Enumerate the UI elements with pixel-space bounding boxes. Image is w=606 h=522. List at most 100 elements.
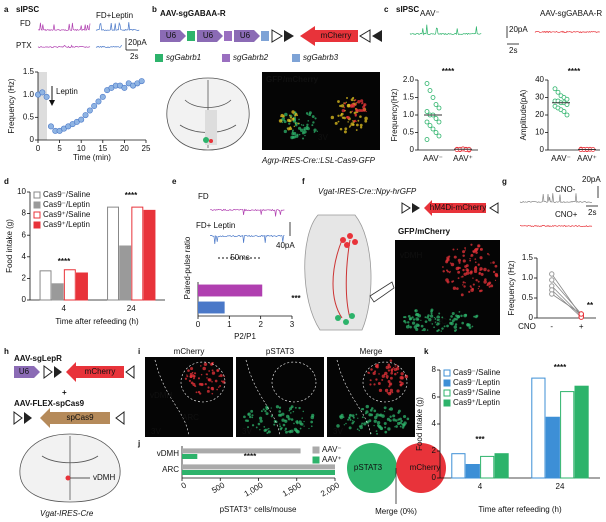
speckle xyxy=(434,318,437,320)
y-tick-label: 0 xyxy=(529,313,534,322)
speckle xyxy=(477,287,479,290)
legend-label: AAV⁻ xyxy=(322,445,342,454)
speckle xyxy=(422,328,426,332)
x-tick-label: AAV⁺ xyxy=(577,154,597,163)
speckle xyxy=(457,258,462,263)
speckle xyxy=(356,428,359,431)
speckle xyxy=(200,373,203,376)
speckle xyxy=(355,413,358,416)
speckle xyxy=(357,100,361,104)
construct-name: AAV-sgGABAA-R xyxy=(160,9,226,18)
speckle xyxy=(411,321,416,325)
point xyxy=(433,130,439,135)
speckle xyxy=(303,126,307,131)
brain-schematic-b xyxy=(166,77,250,151)
panel-letter: d xyxy=(4,177,9,186)
speckle xyxy=(473,267,478,271)
label: FD xyxy=(20,19,31,28)
speckle xyxy=(191,372,194,374)
speckle xyxy=(343,424,346,426)
speckle xyxy=(480,268,482,271)
point xyxy=(433,102,439,107)
label: 2s xyxy=(130,52,138,61)
speckle xyxy=(251,416,254,419)
label: Agrp-IRES-Cre::LSL-Cas9-GFP xyxy=(261,156,376,165)
x-tick-label: 24 xyxy=(127,304,136,313)
speckle xyxy=(388,408,391,411)
y-tick-label: 0.5 xyxy=(522,293,534,302)
speckle xyxy=(313,128,317,132)
legend-label: Cas9⁺/Saline xyxy=(453,388,501,397)
label: FD+Leptin xyxy=(96,11,133,20)
speckle xyxy=(188,379,191,382)
speckle xyxy=(298,118,300,121)
y-tick-label: 1.0 xyxy=(23,90,35,99)
speckle xyxy=(487,269,490,272)
label: PTX xyxy=(16,41,32,50)
y-tick-label: 0.5 xyxy=(403,128,415,137)
speckle xyxy=(310,420,314,424)
speckle xyxy=(354,98,357,102)
speckle xyxy=(264,410,267,413)
speckle xyxy=(283,120,287,124)
speckle xyxy=(468,326,472,329)
speckle xyxy=(339,104,342,108)
speckle xyxy=(426,329,429,331)
speckle xyxy=(457,267,459,269)
y-tick-label: 40 xyxy=(535,75,544,84)
speckle xyxy=(359,115,362,118)
speckle xyxy=(303,420,305,423)
significance: ** xyxy=(587,301,594,310)
speckle xyxy=(302,137,305,140)
x-tick-label: 3 xyxy=(290,320,295,329)
speckle xyxy=(300,124,303,126)
trace xyxy=(520,224,593,228)
speckle xyxy=(290,418,294,421)
speckle xyxy=(453,255,457,259)
point xyxy=(138,78,145,85)
speckle xyxy=(243,415,246,419)
speckle xyxy=(217,369,219,372)
speckle xyxy=(446,324,449,328)
speckle xyxy=(345,422,347,425)
label: U6 xyxy=(19,367,30,376)
speckle xyxy=(302,410,305,413)
panel-letter: k xyxy=(424,347,429,356)
speckle xyxy=(293,125,296,128)
speckle xyxy=(284,429,286,431)
speckle xyxy=(193,375,196,378)
y-tick-label: 1.5 xyxy=(23,67,35,76)
speckle xyxy=(287,127,291,131)
trace xyxy=(95,44,122,48)
speckle xyxy=(349,125,352,127)
significance: **** xyxy=(442,67,455,76)
speckle xyxy=(375,413,380,417)
speckle xyxy=(197,377,201,380)
x-tick-label: 1 xyxy=(227,320,232,329)
x-tick-label: 10 xyxy=(77,144,86,153)
speckle xyxy=(488,285,491,288)
speckle xyxy=(219,374,223,378)
speckle xyxy=(373,409,377,413)
speckle xyxy=(386,392,389,394)
outline xyxy=(180,361,226,403)
label: ARC xyxy=(430,317,447,326)
speckle xyxy=(308,113,312,117)
speckle xyxy=(368,413,372,417)
speckle xyxy=(195,391,198,394)
label: 3V xyxy=(318,133,328,142)
speckle xyxy=(355,108,359,113)
speckle xyxy=(298,406,301,410)
panel-letter: b xyxy=(152,5,157,14)
bar xyxy=(545,416,560,479)
speckle xyxy=(381,378,384,381)
speckle xyxy=(363,422,367,426)
speckle xyxy=(341,116,345,119)
speckle xyxy=(445,260,449,264)
speckle xyxy=(251,414,254,417)
speckle xyxy=(248,415,252,419)
speckle xyxy=(452,248,455,251)
speckle xyxy=(204,383,207,386)
bar xyxy=(451,453,466,479)
speckle xyxy=(303,425,305,427)
